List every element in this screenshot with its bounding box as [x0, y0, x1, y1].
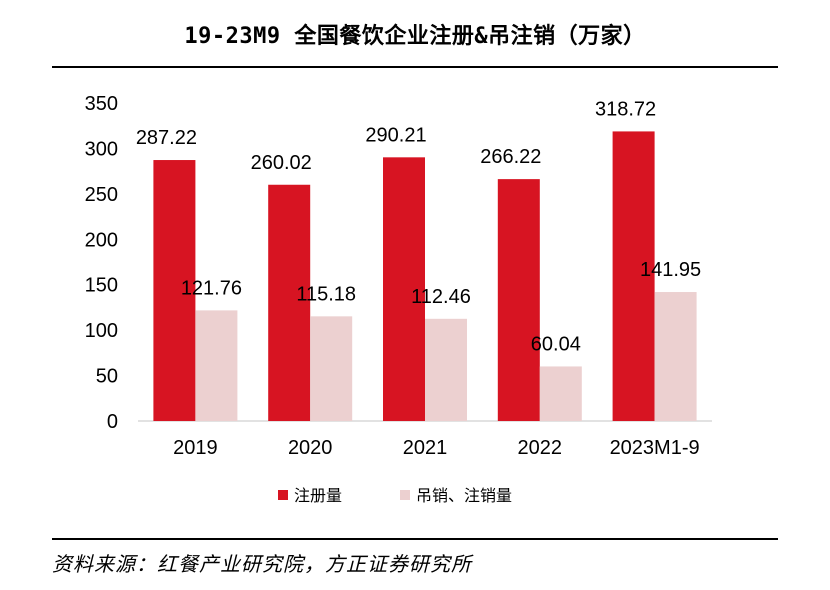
data-label: 290.21	[365, 124, 426, 146]
legend-swatch	[278, 490, 288, 500]
bar-registered	[497, 179, 540, 421]
x-tick-label: 2021	[403, 437, 448, 459]
bar-cancelled	[654, 292, 697, 421]
bar-cancelled	[310, 316, 353, 421]
data-label: 260.02	[251, 152, 312, 174]
y-tick-label: 150	[85, 275, 118, 297]
y-tick-label: 50	[96, 366, 118, 388]
chart-title: 19-23M9 全国餐饮企业注册&吊注销（万家）	[184, 24, 646, 49]
bar-chart: 0 50 100 150 200 250 300 350 287.22 121.76 2019 260…	[85, 93, 712, 505]
bar-cancelled	[539, 366, 582, 421]
source-note: 资料来源：红餐产业研究院，方正证券研究所	[52, 552, 472, 576]
legend-label: 注册量	[294, 486, 342, 505]
bar-registered	[268, 184, 311, 421]
legend-swatch	[400, 490, 410, 500]
bar-cancelled	[425, 318, 467, 421]
legend-label: 吊销、注销量	[416, 486, 512, 505]
data-label: 266.22	[480, 146, 541, 168]
x-tick-label: 2023M1-9	[610, 437, 700, 459]
data-label: 287.22	[136, 127, 197, 149]
data-label: 121.76	[181, 277, 242, 299]
y-tick-label: 200	[85, 229, 118, 251]
y-tick-label: 350	[85, 93, 118, 115]
bar-registered	[153, 160, 196, 422]
y-tick-label: 300	[85, 138, 118, 160]
x-tick-label: 2020	[288, 437, 333, 459]
bar-registered	[612, 131, 655, 422]
x-tick-label: 2019	[173, 437, 218, 459]
data-label: 318.72	[595, 98, 656, 120]
bar-cancelled	[195, 310, 238, 421]
data-label: 141.95	[640, 259, 701, 281]
bar-registered	[383, 157, 425, 421]
y-tick-label: 100	[85, 320, 118, 342]
x-tick-label: 2022	[518, 437, 563, 459]
y-tick-label: 250	[85, 184, 118, 206]
top-rule	[52, 66, 778, 68]
data-label: 115.18	[296, 283, 356, 305]
bottom-rule	[52, 538, 778, 540]
data-label: 112.46	[411, 286, 471, 308]
data-label: 60.04	[531, 333, 581, 355]
y-tick-label: 0	[107, 411, 118, 433]
